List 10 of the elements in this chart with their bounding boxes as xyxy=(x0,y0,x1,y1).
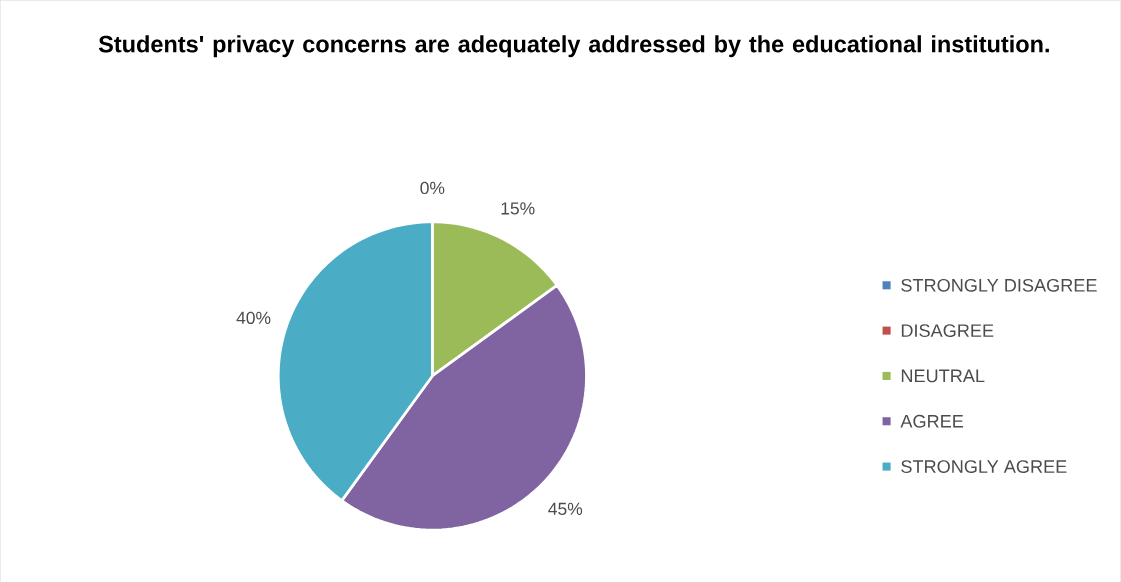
text: 0% xyxy=(420,181,445,195)
chart-title: Students' privacy concerns are adequately addressed by the educational institution. xyxy=(98,35,1049,58)
legend-label: DISAGREE xyxy=(901,324,994,337)
legend-label: AGREE xyxy=(900,414,964,428)
legend-label: STRONGLY AGREE xyxy=(901,460,1067,473)
data-label: 45% xyxy=(548,502,583,515)
data-label: 15% xyxy=(501,202,535,215)
legend-label: STRONGLY DISAGREE xyxy=(901,278,1097,292)
legend-label: NEUTRAL xyxy=(901,369,985,383)
data-label: 40% xyxy=(236,311,271,324)
